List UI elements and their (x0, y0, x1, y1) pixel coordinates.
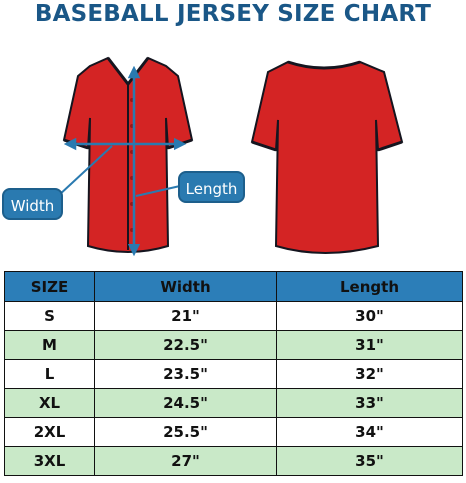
front-jersey (62, 56, 194, 253)
length-cell: 34" (276, 417, 463, 447)
table-row: S 21" 30" (4, 301, 463, 331)
jersey-illustration (57, 56, 404, 257)
header-width: Width (94, 271, 277, 302)
table-header-row: SIZE Width Length (4, 271, 463, 302)
table-row: M 22.5" 31" (4, 330, 463, 360)
header-size: SIZE (4, 271, 95, 302)
size-cell: 2XL (4, 417, 95, 447)
table-row: 3XL 27" 35" (4, 446, 463, 476)
width-callout: Width (2, 188, 63, 220)
size-cell: L (4, 359, 95, 389)
length-cell: 35" (276, 446, 463, 476)
page-title: BASEBALL JERSEY SIZE CHART (34, 1, 432, 27)
table-row: XL 24.5" 33" (4, 388, 463, 418)
length-cell: 31" (276, 330, 463, 360)
size-cell: XL (4, 388, 95, 418)
width-cell: 27" (94, 446, 277, 476)
table-row: L 23.5" 32" (4, 359, 463, 389)
table-row: 2XL 25.5" 34" (4, 417, 463, 447)
width-cell: 21" (94, 301, 277, 331)
length-cell: 33" (276, 388, 463, 418)
length-cell: 32" (276, 359, 463, 389)
back-jersey (250, 60, 404, 254)
size-cell: 3XL (4, 446, 95, 476)
length-callout: Length (178, 171, 245, 203)
width-cell: 23.5" (94, 359, 277, 389)
length-cell: 30" (276, 301, 463, 331)
width-cell: 22.5" (94, 330, 277, 360)
header-length: Length (276, 271, 463, 302)
size-cell: M (4, 330, 95, 360)
width-cell: 24.5" (94, 388, 277, 418)
width-cell: 25.5" (94, 417, 277, 447)
size-cell: S (4, 301, 95, 331)
size-table: SIZE Width Length S 21" 30" M 22.5" 31" … (4, 271, 463, 476)
